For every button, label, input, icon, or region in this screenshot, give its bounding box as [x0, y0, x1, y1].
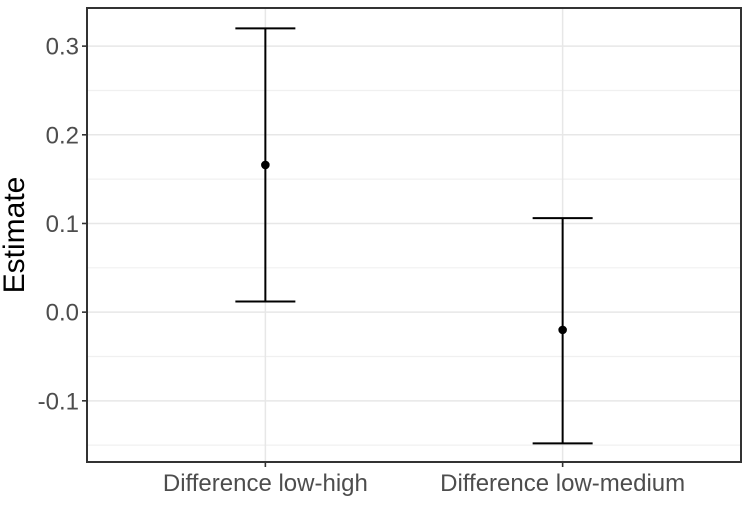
y-axis-tick-label: 0.1 — [46, 211, 79, 238]
y-axis-tick-label: 0.2 — [46, 122, 79, 149]
panel-border — [86, 7, 742, 463]
x-axis-category-label: Difference low-high — [163, 470, 368, 497]
y-axis-tick-label: 0.3 — [46, 34, 79, 61]
chart-plot-area: 0.3 0.2 0.1 0.0 -0.1 Difference low-high Diffe… — [38, 7, 742, 497]
y-axis-title: Estimate — [0, 177, 31, 294]
estimate-point — [261, 160, 270, 170]
x-axis-category-label: Difference low-medium — [440, 470, 685, 497]
y-axis-tick-label: -0.1 — [38, 388, 79, 415]
y-axis-tick-label: 0.0 — [46, 300, 79, 327]
panel-background — [87, 8, 741, 462]
estimate-point — [558, 325, 567, 335]
